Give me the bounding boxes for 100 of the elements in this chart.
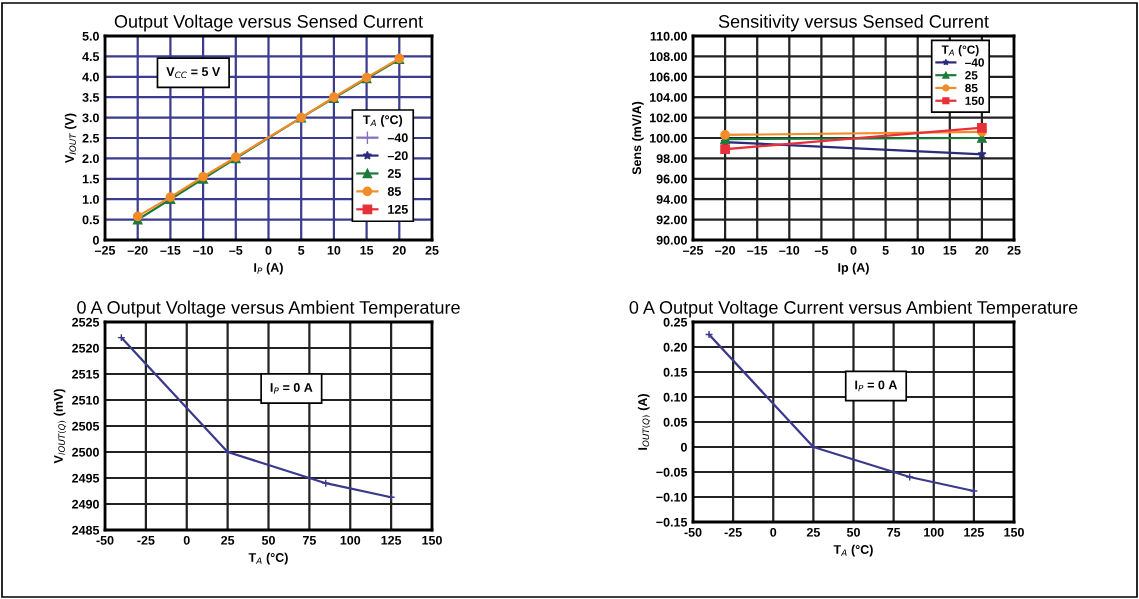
y-tick-label: 2525: [72, 317, 100, 327]
y-tick-label: 0: [92, 235, 99, 245]
x-tick-label: –10: [193, 245, 214, 255]
chart-title: 0 A Output Voltage versus Ambient Temperature: [77, 300, 460, 318]
legend-label: –40: [387, 133, 408, 143]
legend-label: –40: [965, 58, 984, 67]
x-tick-label: 50: [846, 527, 860, 537]
y-tick-label: 2515: [72, 369, 100, 379]
y-tick-label: 98.00: [656, 154, 687, 164]
y-tick-label: 4.5: [82, 52, 100, 62]
y-tick-label: 108.00: [650, 52, 687, 62]
y-tick-label: 2.0: [82, 154, 99, 164]
y-tick-label: 0.20: [663, 342, 687, 352]
y-tick-label: 110.00: [650, 31, 687, 41]
y-tick-label: 1.5: [82, 174, 100, 184]
legend-label: 85: [387, 187, 401, 196]
x-tick-label: –15: [160, 246, 181, 255]
x-tick-label: 25: [1007, 245, 1021, 255]
y-tick-label: 3.5: [82, 93, 100, 102]
x-tick-label: –10: [779, 245, 800, 255]
y-tick-label: 0.10: [663, 392, 687, 402]
x-tick-label: –25: [682, 245, 704, 255]
y-tick-label: 106.00: [650, 72, 687, 82]
x-tick-label: –5: [229, 246, 243, 255]
x-tick-label: 0: [265, 245, 272, 255]
legend-label: 85: [965, 83, 978, 93]
y-tick-label: 2485: [72, 525, 100, 535]
y-tick-label: 0.05: [663, 417, 688, 427]
y-tick-label: 2.5: [82, 133, 100, 143]
x-tick-label: -50: [96, 535, 114, 545]
legend-label: –20: [387, 151, 408, 161]
legend-title: T$_{A}$ (°C): [362, 114, 403, 127]
legend-label: 125: [388, 204, 408, 214]
chart-title: Sensitivity versus Sensed Current: [718, 14, 989, 32]
y-tick-label: −0.10: [656, 492, 687, 502]
x-tick-label: 20: [392, 245, 406, 255]
y-tick-label: −0.15: [656, 517, 688, 527]
y-tick-label: 96.00: [656, 174, 687, 184]
y-tick-label: 0.15: [663, 367, 688, 377]
x-tick-label: –20: [127, 245, 148, 255]
y-tick-label: −0.05: [656, 467, 688, 477]
y-tick-label: 5.0: [82, 31, 99, 41]
x-tick-label: 5: [882, 246, 889, 255]
x-tick-label: -25: [724, 527, 742, 537]
legend-label: 150: [965, 96, 984, 105]
x-tick-label: -25: [137, 535, 155, 545]
x-tick-label: 0: [770, 527, 777, 537]
chart-title: Output Voltage versus Sensed Current: [114, 14, 423, 32]
y-tick-label: 1.0: [82, 195, 99, 204]
annotation: I$_{P}$ = 0 A: [270, 383, 313, 394]
x-tick-label: –15: [747, 246, 768, 255]
y-axis-title: V$_{IOUT}$ (V): [64, 113, 77, 164]
x-tick-label: 100: [340, 535, 361, 545]
y-tick-label: 0: [680, 442, 687, 452]
x-axis-title: Ip (A): [838, 262, 869, 275]
x-tick-label: 150: [1004, 527, 1024, 537]
x-tick-label: –25: [94, 245, 116, 255]
y-tick-label: 2505: [72, 421, 100, 431]
x-tick-label: –5: [814, 246, 828, 255]
x-tick-label: 25: [806, 527, 820, 537]
x-tick-label: 125: [964, 527, 984, 537]
x-tick-label: 75: [302, 536, 316, 545]
x-axis-title: T$_{A}$ (°C): [833, 544, 873, 557]
legend-label: 25: [965, 71, 978, 80]
y-tick-label: 102.00: [650, 113, 687, 123]
y-tick-label: 100.00: [650, 133, 687, 143]
legend-label: 25: [387, 169, 401, 178]
annotation: V$_{CC}$ = 5 V: [166, 67, 221, 79]
annotation: I$_{P}$ = 0 A: [855, 380, 898, 392]
y-tick-label: 94.00: [656, 195, 687, 204]
y-tick-label: 92.00: [656, 215, 687, 225]
chart-title: 0 A Output Voltage Current versus Ambient Temperature: [629, 300, 1078, 318]
x-tick-label: 0: [183, 535, 190, 545]
x-tick-label: 150: [422, 535, 442, 545]
x-tick-label: 10: [911, 245, 925, 255]
x-axis-title: T$_{A}$ (°C): [248, 552, 288, 565]
y-tick-label: 0.5: [82, 215, 100, 225]
y-tick-label: 104.00: [650, 93, 687, 102]
y-tick-label: 90.00: [656, 235, 687, 245]
x-tick-label: 15: [943, 246, 957, 255]
x-tick-label: 100: [924, 527, 944, 537]
y-tick-label: 2520: [72, 343, 99, 353]
x-tick-label: 125: [381, 535, 402, 545]
legend-title: T$_{A}$ (°C): [941, 45, 979, 57]
x-tick-label: 25: [425, 245, 439, 255]
x-tick-label: 0: [850, 245, 857, 255]
y-tick-label: 2495: [72, 473, 100, 483]
x-tick-label: 15: [360, 246, 374, 255]
x-tick-label: 25: [221, 535, 235, 545]
x-tick-label: 10: [327, 245, 341, 255]
x-tick-label: 20: [975, 245, 989, 255]
x-tick-label: 50: [261, 535, 275, 545]
y-tick-label: 2510: [72, 395, 99, 405]
y-tick-label: 0.25: [663, 317, 688, 327]
y-axis-title: Sens (mV/A): [632, 101, 644, 175]
y-tick-label: 3.0: [82, 113, 99, 123]
x-tick-label: -50: [684, 527, 702, 537]
y-tick-label: 4.0: [82, 72, 99, 82]
y-tick-label: 2500: [72, 447, 99, 457]
y-axis-title: V$_{IOUT(Q)}$ (mV): [53, 389, 66, 464]
